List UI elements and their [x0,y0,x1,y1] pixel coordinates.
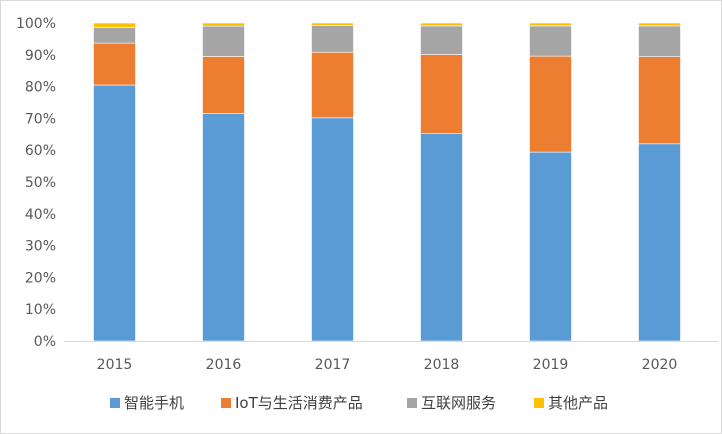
x-tick-label: 2018 [424,357,460,373]
y-tick-label: 90% [25,48,56,64]
bar-segment-2020-2 [638,56,681,145]
bar-segment-2017-4 [311,22,354,26]
x-tick-label: 2016 [206,357,242,373]
y-tick-label: 30% [25,239,56,255]
y-tick-label: 60% [25,143,56,159]
bar-segment-2017-1 [311,117,354,342]
y-tick-label: 70% [25,111,56,127]
bar-segment-2018-1 [420,133,463,342]
bar-segment-2015-1 [93,84,136,342]
bar-segment-2016-4 [202,22,245,27]
x-tick-label: 2020 [642,357,678,373]
legend-label-3: 互联网服务 [421,394,496,412]
legend-label-4: 其他产品 [548,394,608,412]
y-tick-label: 40% [25,207,56,223]
legend-swatch-2 [221,398,231,408]
legend-label-1: 智能手机 [124,394,184,412]
y-tick-label: 10% [25,302,56,318]
legend-swatch-1 [110,398,120,408]
y-tick-label: 100% [16,16,56,32]
y-tick-label: 50% [25,175,56,191]
y-tick-label: 0% [34,334,56,350]
bar-segment-2018-3 [420,25,463,55]
x-tick-label: 2019 [533,357,569,373]
bar-segment-2017-2 [311,51,354,119]
x-tick-label: 2015 [97,357,133,373]
bar-segment-2020-3 [638,25,681,57]
legend-swatch-4 [534,398,544,408]
bar-segment-2017-3 [311,25,354,53]
bar-segment-2019-1 [529,151,572,342]
bar-segment-2018-2 [420,54,463,134]
bar-segment-2020-1 [638,143,681,342]
y-tick-label: 20% [25,270,56,286]
legend-swatch-3 [407,398,417,408]
bar-segment-2015-2 [93,42,136,86]
bar-segment-2016-3 [202,25,245,57]
bar-segment-2015-4 [93,22,136,28]
bar-segment-2016-2 [202,56,245,114]
bar-segment-2019-4 [529,22,572,27]
x-tick-label: 2017 [315,357,351,373]
bar-segment-2018-4 [420,22,463,27]
bar-segment-2019-3 [529,25,572,57]
y-tick-label: 80% [25,80,56,96]
bar-segment-2016-1 [202,113,245,342]
legend-label-2: IoT与生活消费产品 [235,394,363,412]
bar-segment-2015-3 [93,27,136,44]
bar-segment-2020-4 [638,22,681,27]
bar-segment-2019-2 [529,55,572,153]
